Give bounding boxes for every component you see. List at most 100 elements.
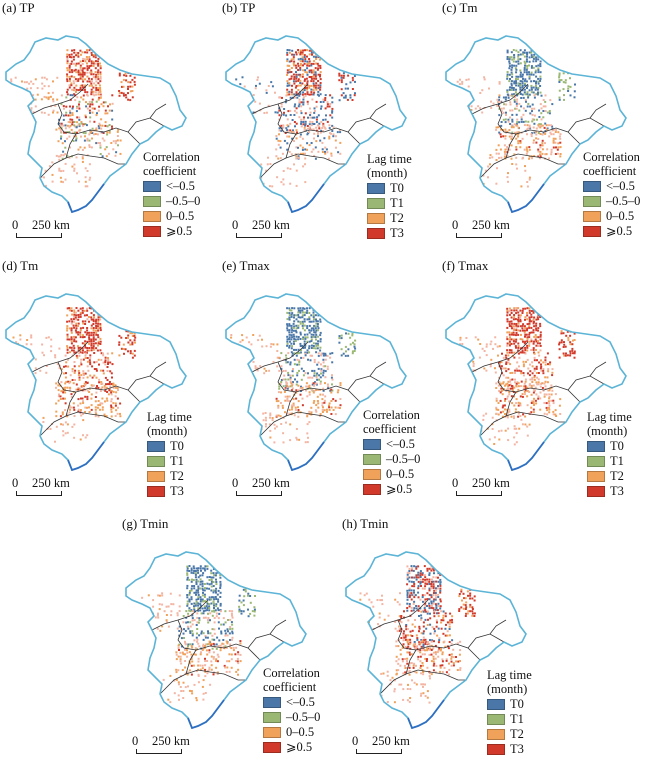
raster-cell <box>99 329 102 332</box>
raster-cell <box>90 338 93 341</box>
raster-cell <box>196 628 199 630</box>
raster-cell <box>286 124 289 127</box>
raster-cell <box>65 380 68 383</box>
raster-cell <box>525 68 528 71</box>
raster-cell <box>512 415 515 418</box>
raster-cell <box>402 688 405 691</box>
raster-cell <box>411 567 413 570</box>
raster-cell <box>34 78 37 81</box>
raster-cell <box>508 80 511 83</box>
raster-cell <box>530 406 533 409</box>
raster-cell <box>193 619 196 622</box>
raster-cell <box>84 381 87 384</box>
raster-cell <box>120 91 123 94</box>
raster-cell <box>442 610 445 613</box>
raster-cell <box>297 311 300 314</box>
raster-cell <box>490 358 493 361</box>
raster-cell <box>210 578 213 581</box>
raster-cell <box>243 85 246 88</box>
raster-cell <box>110 142 113 144</box>
raster-cell <box>193 653 196 656</box>
raster-cell <box>441 660 444 663</box>
raster-cell <box>302 370 305 372</box>
raster-cell <box>400 615 403 617</box>
raster-cell <box>378 616 381 619</box>
raster-cell <box>533 53 536 56</box>
raster-cell <box>292 329 295 332</box>
raster-cell <box>537 69 540 72</box>
raster-cell <box>288 309 291 312</box>
raster-cell <box>295 436 298 439</box>
raster-cell <box>195 578 198 581</box>
raster-cell <box>509 101 512 104</box>
raster-cell <box>573 352 576 355</box>
raster-cell <box>530 400 533 403</box>
raster-cell <box>522 329 524 332</box>
raster-cell <box>199 596 202 599</box>
raster-cell <box>528 307 531 310</box>
raster-cell <box>95 142 98 145</box>
raster-cell <box>447 673 450 676</box>
raster-cell <box>189 630 192 633</box>
raster-cell <box>302 98 305 101</box>
raster-cell <box>330 132 332 135</box>
raster-cell <box>268 423 271 426</box>
raster-cell <box>10 80 13 83</box>
raster-cell <box>532 408 535 411</box>
province-border <box>567 117 605 133</box>
raster-cell <box>432 585 435 588</box>
raster-cell <box>515 148 518 151</box>
raster-cell <box>296 352 299 355</box>
raster-cell <box>181 651 184 654</box>
raster-cell <box>76 105 78 108</box>
raster-cell <box>296 371 299 374</box>
raster-cell <box>500 121 503 123</box>
raster-cell <box>296 380 299 383</box>
raster-cell <box>95 89 98 91</box>
raster-cell <box>209 683 212 686</box>
raster-cell <box>523 71 526 74</box>
raster-cell <box>289 114 292 116</box>
raster-cell <box>82 400 84 403</box>
raster-cell <box>340 334 343 337</box>
raster-cell <box>539 408 542 411</box>
raster-cell <box>66 351 69 354</box>
raster-cell <box>220 632 223 635</box>
raster-cell <box>502 135 505 138</box>
raster-cell <box>428 567 431 570</box>
raster-cell <box>510 133 513 136</box>
raster-cell <box>316 325 319 328</box>
raster-cell <box>43 176 45 179</box>
raster-cell <box>508 344 511 347</box>
raster-cell <box>290 91 293 94</box>
raster-cell <box>526 425 529 428</box>
raster-cell <box>306 63 309 65</box>
raster-cell <box>75 318 78 321</box>
raster-cell <box>77 410 80 413</box>
raster-cell <box>94 67 97 70</box>
raster-cell <box>187 685 189 688</box>
raster-cell <box>320 363 322 366</box>
raster-cell <box>148 614 150 617</box>
raster-cell <box>280 103 283 105</box>
raster-cell <box>73 347 76 350</box>
raster-cell <box>99 323 102 326</box>
raster-cell <box>265 89 268 92</box>
raster-cell <box>296 438 298 441</box>
raster-cell <box>458 595 461 598</box>
raster-cell <box>306 395 309 398</box>
raster-cell <box>559 137 562 140</box>
raster-cell <box>518 102 521 105</box>
raster-cell <box>194 647 197 650</box>
raster-cell <box>306 103 309 106</box>
raster-cell <box>71 313 74 316</box>
raster-cell <box>282 378 285 381</box>
raster-cell <box>295 155 298 158</box>
raster-cell <box>97 336 100 339</box>
raster-cell <box>313 374 316 377</box>
raster-cell <box>175 658 178 661</box>
raster-cell <box>302 123 305 126</box>
raster-cell <box>292 131 295 134</box>
raster-cell <box>231 632 234 635</box>
raster-cell <box>111 376 113 379</box>
